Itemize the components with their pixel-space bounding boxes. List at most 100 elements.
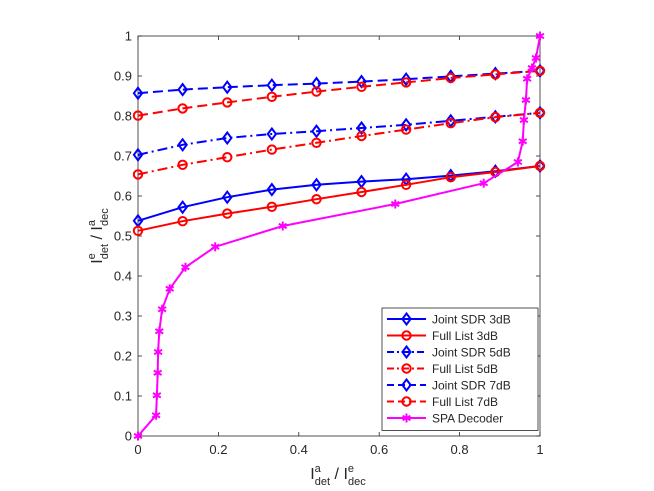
data-point-full-list-5db (177, 159, 188, 171)
data-point-full-list-5db (266, 144, 278, 155)
data-point-full-list-7db (266, 91, 278, 103)
data-point-joint-sdr-7db (221, 80, 233, 95)
data-point-spa-decoder (513, 157, 523, 167)
data-point-spa-decoder (154, 326, 164, 336)
data-point-joint-sdr-7db (311, 76, 322, 91)
legend-marker (401, 344, 412, 360)
data-point-joint-sdr-5db (132, 147, 144, 162)
ticks: 0 0.2 0.4 0.6 0.8 1 0 0.1 0.2 0.3 0.4 0.5 0.6 0.7 0.8 0… (114, 29, 544, 458)
legend-label: Full List 5dB (432, 362, 498, 376)
data-point-joint-sdr-5db (311, 124, 322, 139)
series-full-list-7db (132, 65, 546, 121)
data-point-joint-sdr-7db (400, 72, 412, 87)
data-point-full-list-7db (222, 97, 233, 108)
y-tick-label: 0.5 (114, 229, 132, 244)
data-point-spa-decoder (157, 304, 167, 314)
x-axis-label: Ia det / Ie dec (310, 463, 366, 488)
data-point-joint-sdr-5db (400, 117, 412, 132)
data-point-joint-sdr-7db (266, 78, 278, 93)
y-tick-label: 0.1 (114, 389, 132, 404)
legend-marker (402, 413, 411, 423)
legend-item-joint-sdr-7db: Joint SDR 7dB (387, 377, 511, 393)
data-point-full-list-5db (490, 112, 501, 123)
x-tick-label: 0.4 (290, 442, 308, 457)
data-point-spa-decoder (527, 63, 537, 73)
legend-marker (401, 363, 412, 374)
data-point-full-list-5db (132, 169, 144, 180)
data-point-spa-decoder (152, 390, 162, 400)
y-tick-label: 0.3 (114, 309, 132, 324)
data-point-spa-decoder (165, 284, 175, 294)
data-point-full-list-3db (445, 172, 456, 183)
y-tick-label: 0.8 (114, 109, 132, 124)
series-spa-decoder (133, 31, 545, 441)
series-full-list-3db (132, 160, 546, 237)
data-point-joint-sdr-3db (534, 158, 546, 174)
data-point-spa-decoder (210, 242, 220, 252)
data-point-full-list-3db (132, 225, 144, 237)
legend: Joint SDR 3dB Full List 3dB Joint SDR 5dB F… (381, 307, 539, 431)
data-point-spa-decoder (390, 199, 400, 209)
legend-item-joint-sdr-5db: Joint SDR 5dB (387, 344, 511, 360)
series-line-joint-sdr-5db (137, 111, 541, 156)
legend-marker (401, 330, 412, 341)
data-point-full-list-5db (222, 152, 233, 163)
legend-label: Full List 7dB (432, 395, 498, 409)
data-point-spa-decoder (518, 136, 528, 146)
data-point-spa-decoder (522, 74, 532, 84)
data-point-full-list-7db (132, 110, 144, 121)
data-point-spa-decoder (531, 53, 541, 63)
data-point-full-list-3db (177, 216, 188, 227)
legend-label: Joint SDR 5dB (432, 345, 511, 359)
data-point-full-list-7db (490, 69, 501, 80)
data-point-full-list-5db (311, 137, 322, 149)
data-point-joint-sdr-3db (311, 177, 322, 192)
legend-marker (401, 311, 412, 327)
x-tick-label: 1 (536, 442, 543, 457)
legend-item-spa-decoder: SPA Decoder (387, 411, 503, 425)
data-point-joint-sdr-7db (177, 82, 188, 97)
data-point-spa-decoder (519, 115, 529, 125)
data-point-joint-sdr-3db (266, 182, 278, 197)
legend-marker (401, 396, 412, 407)
data-point-joint-sdr-5db (266, 126, 278, 142)
legend-item-full-list-3db: Full List 3dB (387, 329, 498, 343)
series-line-full-list-3db (137, 165, 541, 232)
data-point-joint-sdr-5db (177, 137, 188, 152)
data-point-full-list-7db (400, 77, 412, 88)
data-point-joint-sdr-5db (221, 130, 233, 146)
data-point-full-list-3db (534, 160, 546, 172)
plot-lines (132, 31, 546, 441)
data-point-full-list-5db (534, 107, 546, 119)
data-point-joint-sdr-7db (534, 63, 546, 78)
y-tick-label: 0.4 (114, 269, 132, 284)
y-tick-label: 0.6 (114, 189, 132, 204)
data-point-spa-decoder (151, 410, 161, 420)
legend-label: SPA Decoder (432, 411, 503, 425)
legend-item-full-list-5db: Full List 5dB (387, 362, 498, 376)
legend-marker (401, 377, 412, 393)
data-point-full-list-7db (177, 103, 188, 114)
data-point-joint-sdr-5db (534, 105, 546, 120)
y-axis-label: Iedet / Iadec (86, 208, 111, 264)
legend-label: Joint SDR 3dB (432, 312, 511, 326)
y-tick-label: 1 (125, 29, 132, 44)
data-point-full-list-3db (222, 208, 233, 219)
y-tick-label: 0.7 (114, 149, 132, 164)
series-line-full-list-7db (137, 69, 541, 117)
data-point-full-list-3db (400, 179, 412, 191)
x-tick-label: 0.6 (370, 442, 388, 457)
data-point-joint-sdr-3db (221, 190, 233, 205)
data-point-full-list-3db (266, 201, 278, 213)
legend-item-full-list-7db: Full List 7dB (387, 395, 498, 409)
data-point-full-list-7db (445, 72, 456, 84)
series-line-joint-sdr-7db (137, 69, 541, 95)
legend-label: Joint SDR 7dB (432, 378, 511, 392)
x-tick-label: 0.2 (209, 442, 227, 457)
data-point-spa-decoder (153, 368, 163, 378)
data-point-spa-decoder (521, 95, 531, 105)
series-full-list-5db (132, 107, 546, 180)
legend-label: Full List 3dB (432, 329, 498, 343)
data-point-spa-decoder (278, 221, 288, 231)
